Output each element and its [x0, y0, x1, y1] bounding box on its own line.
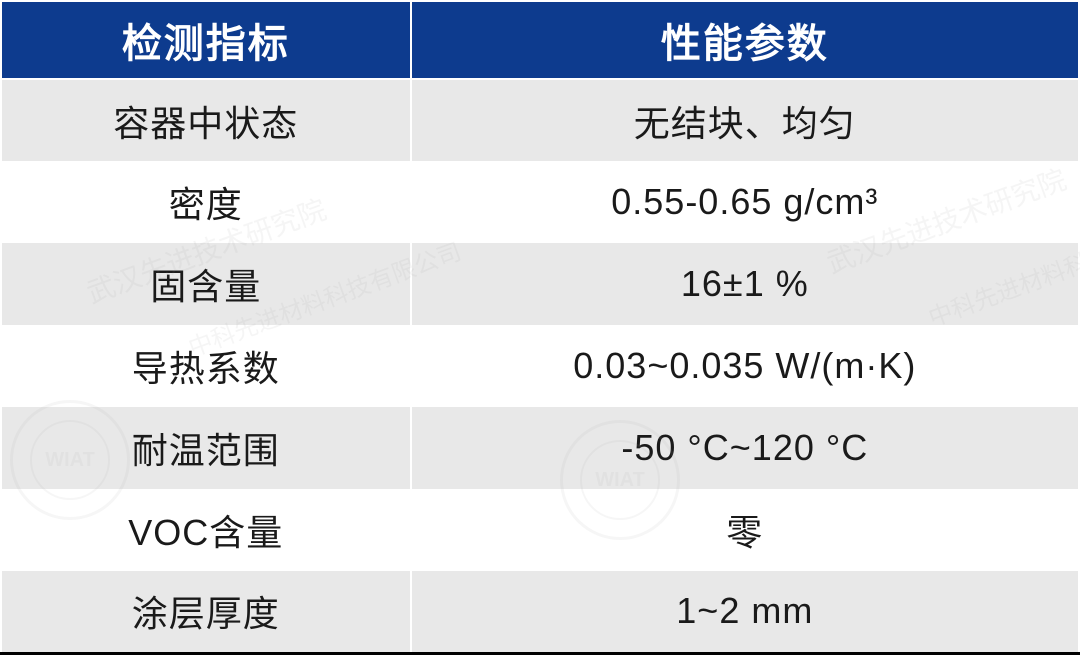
cell-metric: 容器中状态: [1, 79, 411, 161]
cell-metric: VOC含量: [1, 489, 411, 571]
header-parameter: 性能参数: [411, 1, 1079, 79]
cell-metric: 耐温范围: [1, 407, 411, 489]
header-metric: 检测指标: [1, 1, 411, 79]
cell-value: 16±1 %: [411, 243, 1079, 325]
table-row: 密度 0.55-0.65 g/cm³: [1, 161, 1079, 243]
cell-value: -50 °C~120 °C: [411, 407, 1079, 489]
cell-value: 1~2 mm: [411, 571, 1079, 653]
cell-metric: 导热系数: [1, 325, 411, 407]
cell-metric: 固含量: [1, 243, 411, 325]
cell-value: 0.55-0.65 g/cm³: [411, 161, 1079, 243]
cell-metric: 涂层厚度: [1, 571, 411, 653]
table-header-row: 检测指标 性能参数: [1, 1, 1079, 79]
cell-metric: 密度: [1, 161, 411, 243]
table-row: VOC含量 零: [1, 489, 1079, 571]
specifications-table: 检测指标 性能参数 容器中状态 无结块、均匀 密度 0.55-0.65 g/cm…: [0, 0, 1080, 655]
table-row: 固含量 16±1 %: [1, 243, 1079, 325]
table-row: 导热系数 0.03~0.035 W/(m·K): [1, 325, 1079, 407]
specifications-table-container: 检测指标 性能参数 容器中状态 无结块、均匀 密度 0.55-0.65 g/cm…: [0, 0, 1080, 654]
table-row: 耐温范围 -50 °C~120 °C: [1, 407, 1079, 489]
table-row: 涂层厚度 1~2 mm: [1, 571, 1079, 653]
cell-value: 0.03~0.035 W/(m·K): [411, 325, 1079, 407]
cell-value: 零: [411, 489, 1079, 571]
table-row: 容器中状态 无结块、均匀: [1, 79, 1079, 161]
cell-value: 无结块、均匀: [411, 79, 1079, 161]
